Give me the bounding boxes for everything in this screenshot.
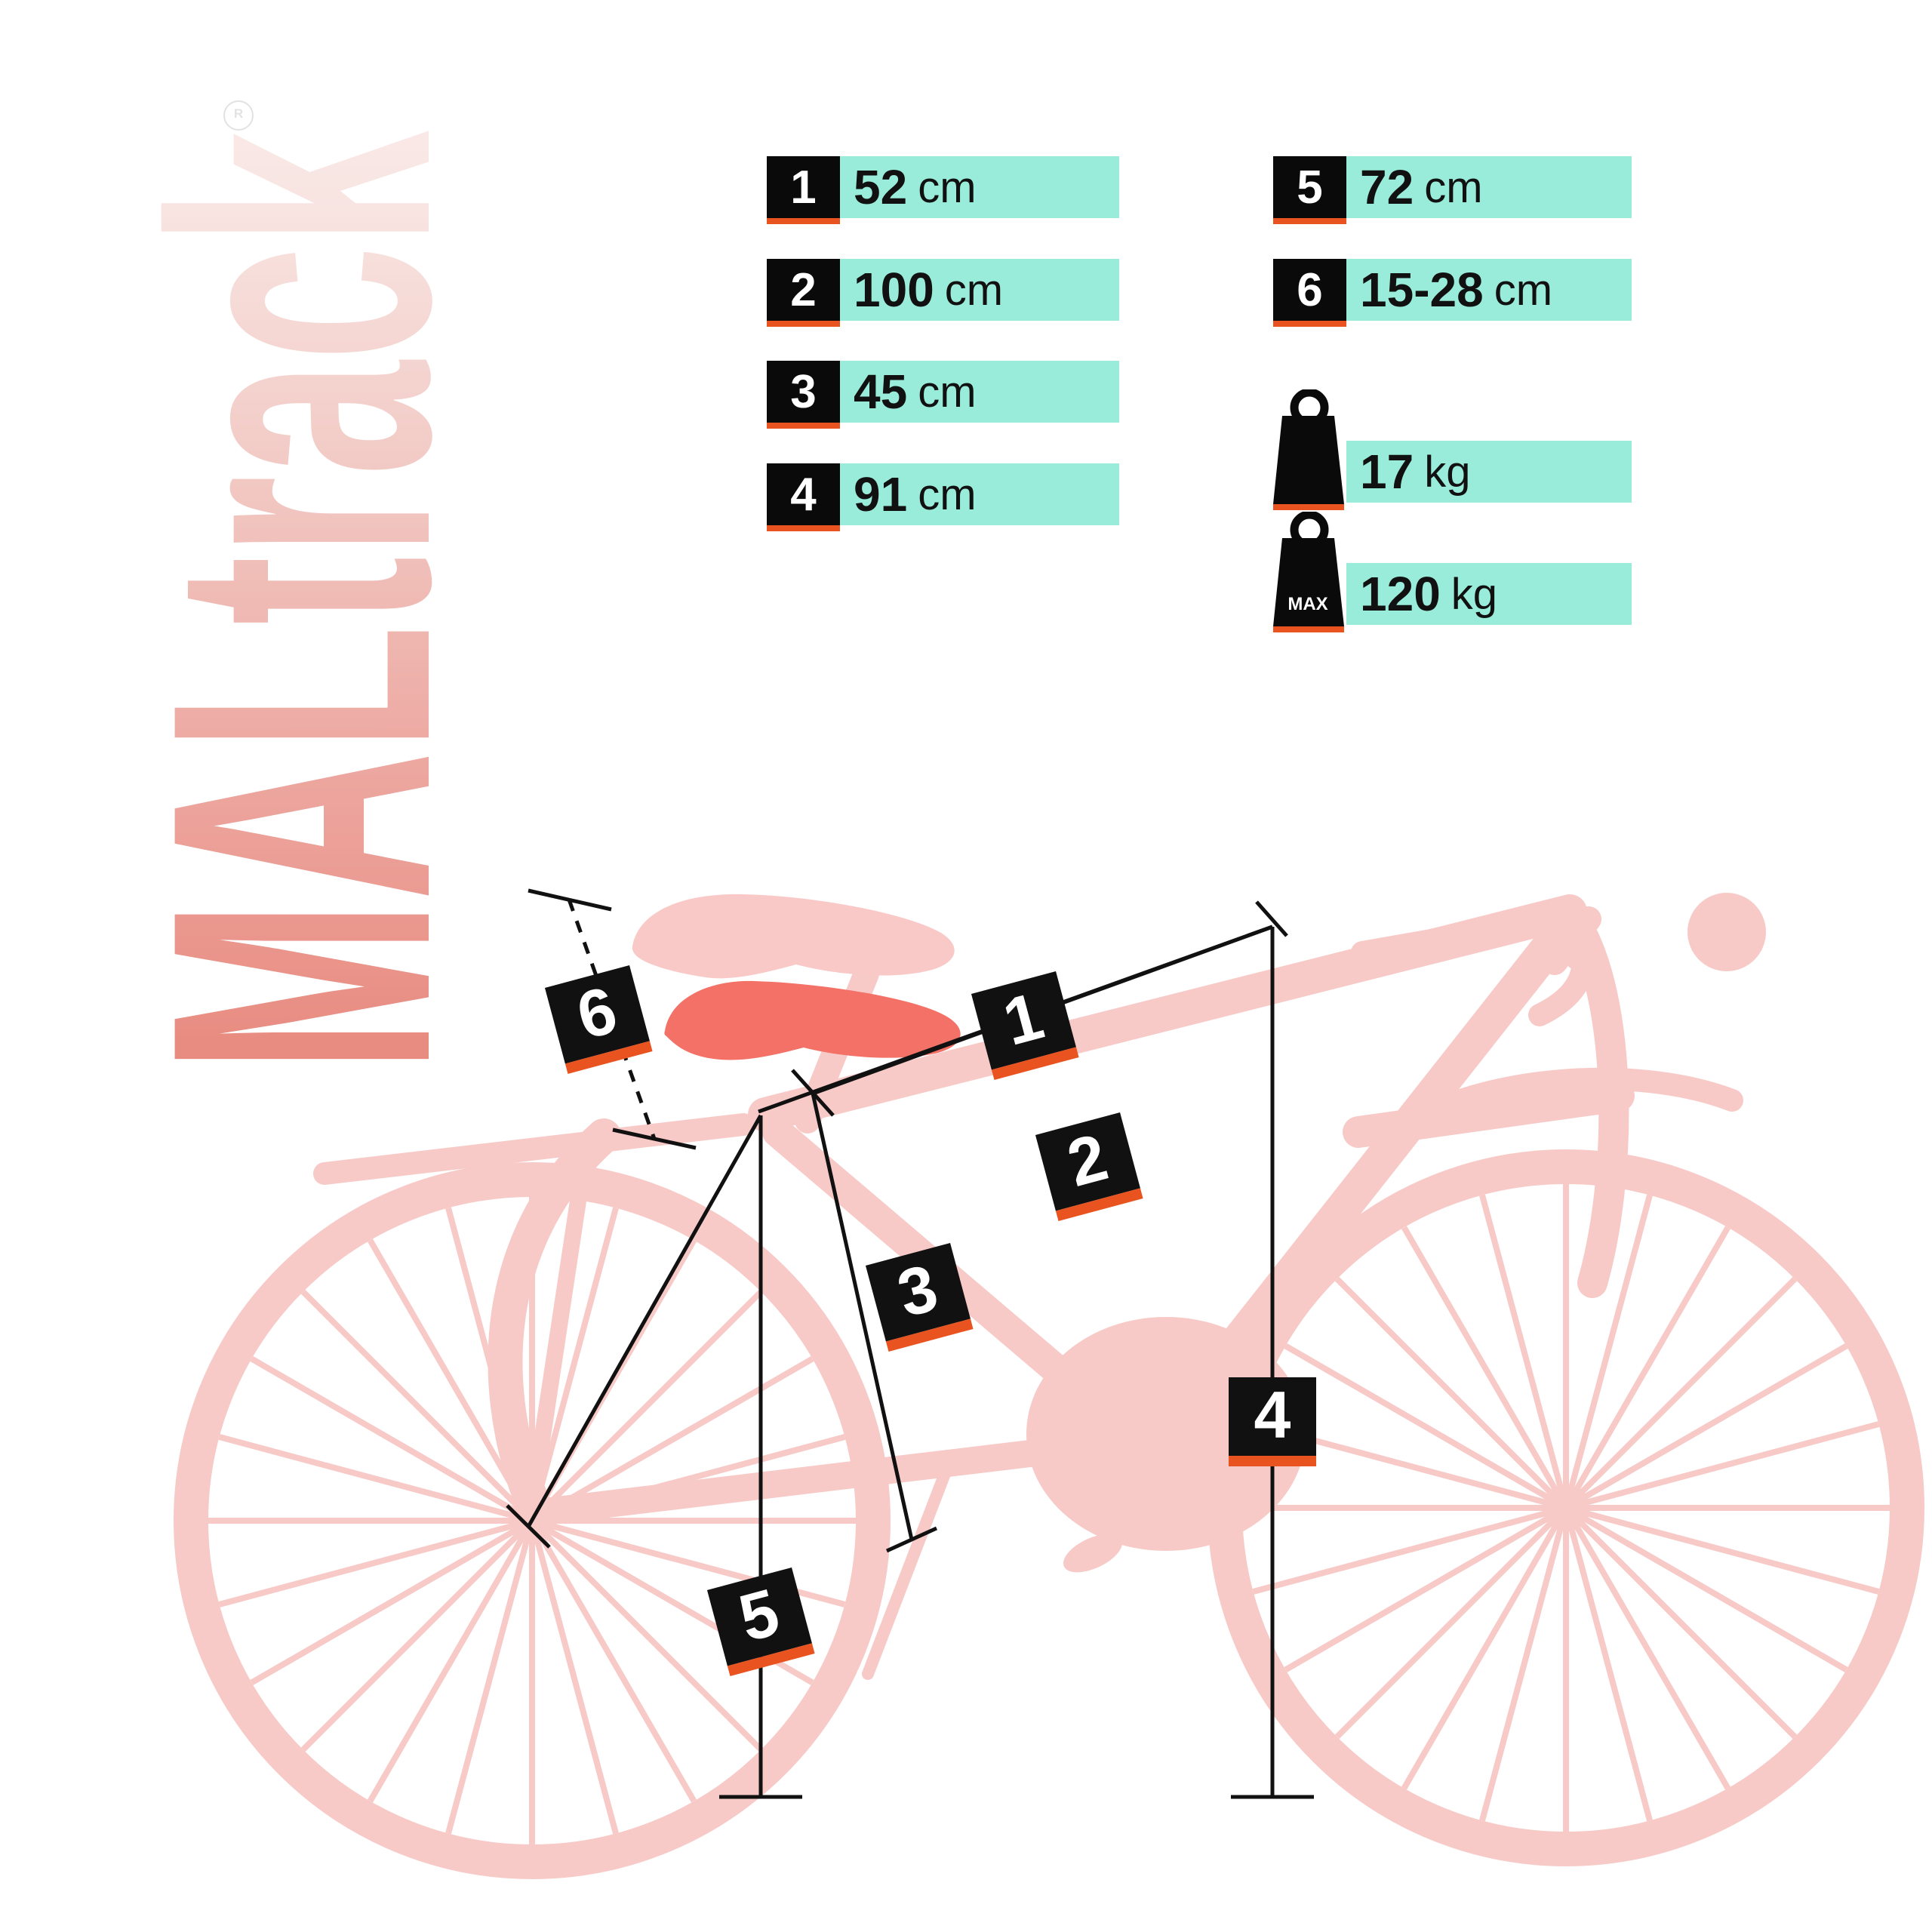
svg-text:4: 4 xyxy=(1254,1377,1291,1452)
